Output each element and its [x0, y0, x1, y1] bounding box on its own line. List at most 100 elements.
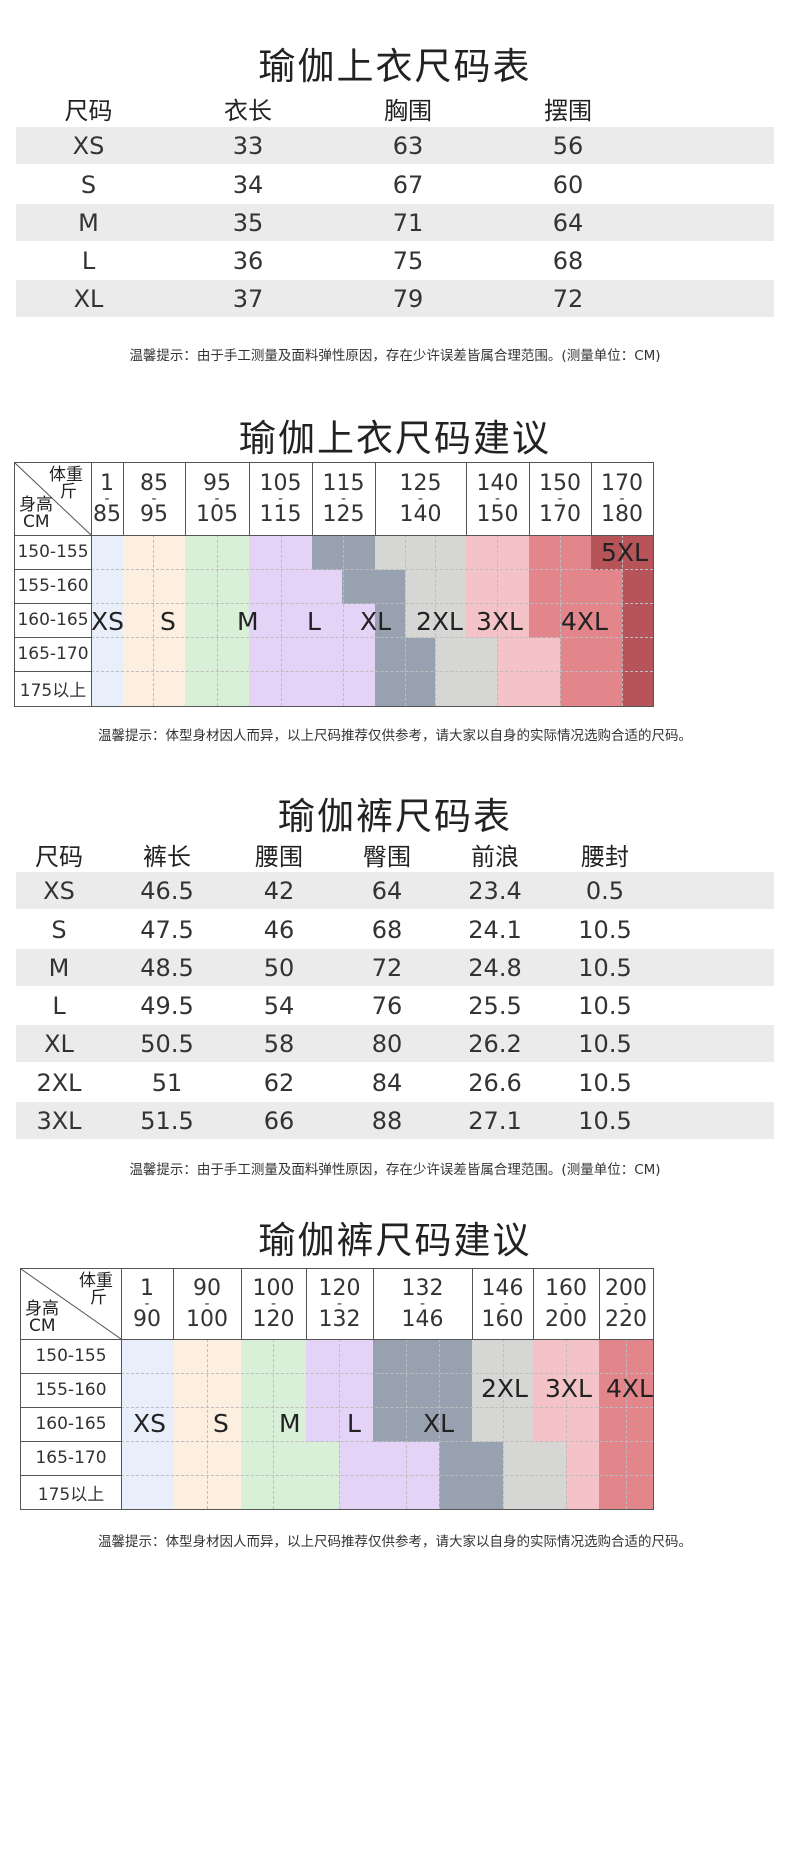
- weight-min: 105: [259, 471, 302, 496]
- corner-height-text: 身高: [19, 495, 53, 515]
- corner-diagonal: [21, 1269, 121, 1339]
- weight-range-label: 170-180: [591, 463, 653, 535]
- size-zone-xxxl: [497, 638, 529, 706]
- height-range-label: 150-155: [35, 1346, 107, 1366]
- height-range-label: 150-155: [17, 542, 89, 562]
- table-cell: 2XL: [36, 1068, 82, 1097]
- weight-range-label: 200-220: [599, 1269, 653, 1339]
- size-zone-xl: [405, 638, 435, 706]
- measurement-note: 温馨提示：由于手工测量及面料弹性原因，存在少许误差皆属合理范围。(测量单位：CM…: [129, 348, 661, 364]
- size-label: M: [237, 607, 259, 636]
- grid-divider: [653, 1269, 654, 1339]
- grid-divider: [466, 463, 467, 535]
- weight-range-label: 140-150: [466, 463, 529, 535]
- table-row: XL 50.5 58 80 26.2 10.5: [16, 1025, 774, 1062]
- grid-divider: [281, 535, 282, 706]
- weight-min: 150: [539, 471, 581, 496]
- table-cell: M: [48, 953, 70, 982]
- weight-min: 95: [203, 471, 231, 496]
- table-cell: 80: [371, 1029, 403, 1058]
- range-dash: -: [619, 491, 625, 507]
- grid-divider: [405, 535, 406, 706]
- size-zone-xxl: [435, 638, 466, 706]
- table-row: M 35 71 64: [16, 204, 774, 241]
- weight-range-label: 85-95: [123, 463, 185, 535]
- grid-divider: [306, 1269, 307, 1339]
- grid-divider: [591, 463, 592, 535]
- weight-range-label: 100-120: [241, 1269, 306, 1339]
- table-cell: L: [52, 991, 66, 1020]
- table-row: 2XL 51 62 84 26.6 10.5: [16, 1064, 774, 1101]
- table-cell: 35: [232, 208, 264, 237]
- weight-min: 125: [399, 471, 442, 496]
- weight-min: 100: [252, 1276, 295, 1301]
- table-row: S 34 67 60: [16, 166, 774, 203]
- size-label: XS: [91, 607, 124, 636]
- range-dash: -: [494, 491, 501, 507]
- weight-min: 170: [601, 471, 643, 496]
- size-zone-xl: [342, 570, 375, 604]
- table-cell: 10.5: [578, 1029, 632, 1058]
- grid-divider: [503, 1339, 504, 1509]
- weight-max: 95: [140, 502, 168, 527]
- grid-divider: [121, 1407, 653, 1408]
- table-row: L 36 75 68: [16, 242, 774, 279]
- grid-divider: [373, 1269, 374, 1339]
- table-cell: 26.2: [468, 1029, 522, 1058]
- height-range-label: 155-160: [17, 576, 89, 596]
- header-cell: 衣长: [224, 96, 272, 125]
- table-cell: XS: [72, 131, 105, 160]
- table-cell: 34: [232, 170, 264, 199]
- weight-range-label: 150-170: [529, 463, 591, 535]
- grid-divider: [123, 463, 124, 535]
- table-cell: 51.5: [140, 1106, 194, 1135]
- table-cell: S: [80, 170, 97, 199]
- size-label: S: [213, 1409, 229, 1438]
- weight-min: 200: [605, 1276, 647, 1301]
- weight-min: 146: [481, 1276, 524, 1301]
- table-cell: 48.5: [140, 953, 194, 982]
- table-cell: 10.5: [578, 1068, 632, 1097]
- grid-divider: [15, 671, 91, 672]
- weight-min: 160: [545, 1276, 587, 1301]
- weight-min: 140: [476, 471, 519, 496]
- table-cell: 25.5: [468, 991, 522, 1020]
- size-zone-xs: [92, 536, 123, 706]
- table-cell: 49.5: [140, 991, 194, 1020]
- table-cell: 37: [232, 284, 264, 313]
- range-dash: -: [499, 1296, 506, 1312]
- table-cell: XS: [43, 876, 75, 905]
- weight-min: 115: [322, 471, 365, 496]
- weight-max: 85: [93, 502, 121, 527]
- size-label: XL: [360, 607, 392, 636]
- table-cell: 71: [392, 208, 424, 237]
- grid-divider: [91, 463, 92, 706]
- pants-size-suggestion-grid: 体重斤身高 CM 1-90 90-100 100-120 120-132 132-146 14…: [20, 1268, 654, 1510]
- table-cell: L: [81, 246, 96, 275]
- header-cell: 腰封: [581, 842, 629, 871]
- weight-min: 1: [140, 1276, 154, 1301]
- table-row: XS 33 63 56: [16, 127, 774, 164]
- grid-divider: [626, 1339, 627, 1509]
- grid-divider: [121, 1441, 653, 1442]
- grid-divider: [622, 535, 623, 706]
- table-cell: 46.5: [140, 876, 194, 905]
- table-cell: 50: [263, 953, 295, 982]
- grid-divider: [560, 535, 561, 706]
- grid-divider: [185, 463, 186, 535]
- size-zone-xxl: [466, 638, 497, 706]
- weight-range-label: 120-132: [306, 1269, 373, 1339]
- weight-range-label: 1-90: [121, 1269, 173, 1339]
- size-label: 3XL: [545, 1374, 592, 1403]
- range-dash: -: [270, 1296, 277, 1312]
- table-cell: 62: [263, 1068, 295, 1097]
- table-cell: 51: [151, 1068, 183, 1097]
- top-size-suggestion-title: 瑜伽上衣尺码建议: [239, 417, 551, 460]
- grid-divider: [15, 535, 653, 536]
- weight-range-label: 146-160: [472, 1269, 533, 1339]
- grid-divider: [173, 1269, 174, 1339]
- grid-divider: [21, 1441, 121, 1442]
- grid-divider: [15, 637, 91, 638]
- header-cell: 裤长: [143, 842, 191, 871]
- weight-max: 132: [318, 1307, 361, 1332]
